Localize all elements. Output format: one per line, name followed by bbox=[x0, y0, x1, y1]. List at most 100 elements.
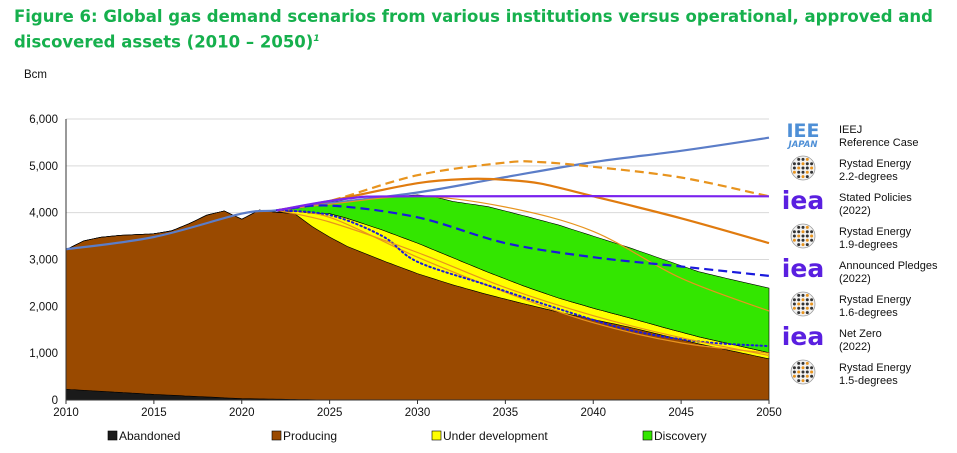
scenario-label-name: Net Zero bbox=[839, 328, 882, 340]
area-legend: Abandoned Producing Under development Disco… bbox=[107, 429, 707, 443]
y-tick-label: 2,000 bbox=[29, 301, 58, 313]
scenario-label-name: Rystad Energy bbox=[839, 226, 912, 238]
rystad-globe-dot bbox=[805, 234, 809, 238]
rystad-globe-dot bbox=[801, 293, 805, 297]
legend-swatch bbox=[271, 430, 282, 441]
legend-swatch bbox=[642, 430, 653, 441]
rystad-globe-icon bbox=[790, 291, 816, 317]
rystad-globe-dot bbox=[801, 243, 805, 247]
rystad-globe-dot bbox=[801, 379, 805, 383]
x-tick-label: 2035 bbox=[493, 407, 519, 419]
scenario-label-detail: (2022) bbox=[839, 205, 871, 217]
rystad-globe-dot bbox=[797, 157, 801, 161]
rystad-globe-dot bbox=[801, 370, 805, 374]
rystad-globe-dot bbox=[801, 157, 805, 161]
scenario-label-detail: (2022) bbox=[839, 273, 871, 285]
rystad-globe-dot bbox=[797, 302, 801, 306]
rystad-globe-dot bbox=[805, 379, 809, 383]
rystad-globe-dot bbox=[801, 230, 805, 234]
legend-swatch bbox=[431, 430, 442, 441]
rystad-globe-dot bbox=[792, 366, 796, 370]
rystad-globe-dot bbox=[810, 370, 814, 374]
line-rystad-energy-1-6-degrees bbox=[276, 209, 770, 354]
rystad-globe-dot bbox=[797, 298, 801, 302]
scenario-label-name: IEEJ bbox=[839, 124, 862, 136]
rystad-globe-dot bbox=[805, 166, 809, 170]
line-rystad-energy-1-9-degrees bbox=[276, 195, 770, 312]
rystad-globe-dot bbox=[797, 379, 801, 383]
rystad-globe-dot bbox=[797, 162, 801, 166]
rystad-globe-dot bbox=[805, 293, 809, 297]
y-tick-label: 3,000 bbox=[29, 255, 58, 267]
stacked-areas bbox=[65, 194, 770, 401]
rystad-globe-dot bbox=[801, 374, 805, 378]
footnote-marker: 1 bbox=[313, 34, 320, 44]
rystad-globe-dot bbox=[792, 234, 796, 238]
rystad-globe-dot bbox=[810, 302, 814, 306]
scenario-label-detail: 1.6-degrees bbox=[839, 307, 898, 319]
y-tick-label: 1,000 bbox=[29, 348, 58, 360]
rystad-globe-dot bbox=[805, 230, 809, 234]
rystad-globe-dot bbox=[797, 238, 801, 242]
rystad-globe-dot bbox=[797, 293, 801, 297]
iea-logo: iea bbox=[782, 186, 824, 215]
rystad-globe-dot bbox=[801, 306, 805, 310]
rystad-globe-dot bbox=[805, 361, 809, 365]
rystad-globe-dot bbox=[797, 361, 801, 365]
rystad-globe-dot bbox=[805, 311, 809, 315]
legend-label: Discovery bbox=[654, 429, 707, 443]
rystad-globe-dot bbox=[797, 166, 801, 170]
rystad-globe-dot bbox=[810, 366, 814, 370]
rystad-globe-dot bbox=[810, 230, 814, 234]
y-axis-label: Bcm bbox=[24, 69, 47, 81]
rystad-globe-dot bbox=[805, 238, 809, 242]
rystad-globe-dot bbox=[805, 243, 809, 247]
rystad-globe-dot bbox=[801, 311, 805, 315]
rystad-globe-dot bbox=[810, 238, 814, 242]
legend-swatch bbox=[107, 430, 118, 441]
x-tick-label: 2030 bbox=[405, 407, 431, 419]
rystad-globe-dot bbox=[810, 170, 814, 174]
scenario-label-name: Rystad Energy bbox=[839, 362, 912, 374]
line-rystad-energy-2-2-degrees bbox=[276, 160, 770, 212]
x-tick-label: 2025 bbox=[317, 407, 343, 419]
legend-label: Producing bbox=[283, 429, 337, 443]
scenario-label-detail: (2022) bbox=[839, 341, 871, 353]
rystad-globe-dot bbox=[810, 166, 814, 170]
rystad-globe-dot bbox=[792, 306, 796, 310]
rystad-globe-dot bbox=[801, 238, 805, 242]
x-tick-label: 2050 bbox=[756, 407, 782, 419]
x-axis: 2010 2015 2020 2025 2030 2035 2040 2045 2050 bbox=[53, 400, 782, 419]
rystad-globe-dot bbox=[792, 170, 796, 174]
rystad-globe-dot bbox=[805, 306, 809, 310]
x-tick-label: 2015 bbox=[141, 407, 167, 419]
rystad-globe-dot bbox=[797, 225, 801, 229]
rystad-globe-dot bbox=[792, 374, 796, 378]
rystad-globe-dot bbox=[801, 302, 805, 306]
ieej-logo: IEE bbox=[786, 120, 819, 142]
iea-logo: iea bbox=[782, 322, 824, 351]
rystad-globe-dot bbox=[792, 298, 796, 302]
rystad-globe-dot bbox=[810, 298, 814, 302]
scenario-label-detail: 1.5-degrees bbox=[839, 375, 898, 387]
ieej-logo-sub: JAPAN bbox=[787, 140, 818, 150]
y-tick-label: 6,000 bbox=[29, 114, 58, 126]
rystad-globe-dot bbox=[797, 234, 801, 238]
scenario-label-name: Rystad Energy bbox=[839, 294, 912, 306]
rystad-globe-dot bbox=[792, 230, 796, 234]
scenario-label-detail: 1.9-degrees bbox=[839, 239, 898, 251]
rystad-globe-dot bbox=[792, 162, 796, 166]
scenario-label-name: Announced Pledges bbox=[839, 260, 938, 272]
rystad-globe-dot bbox=[801, 166, 805, 170]
rystad-globe-dot bbox=[805, 374, 809, 378]
rystad-globe-dot bbox=[797, 366, 801, 370]
rystad-globe-dot bbox=[801, 175, 805, 179]
rystad-globe-dot bbox=[805, 225, 809, 229]
y-tick-label: 0 bbox=[52, 395, 58, 407]
rystad-globe-dot bbox=[797, 374, 801, 378]
rystad-globe-dot bbox=[805, 157, 809, 161]
chart-title: Figure 6: Global gas demand scenarios fr… bbox=[14, 7, 933, 52]
rystad-globe-icon bbox=[790, 359, 816, 385]
